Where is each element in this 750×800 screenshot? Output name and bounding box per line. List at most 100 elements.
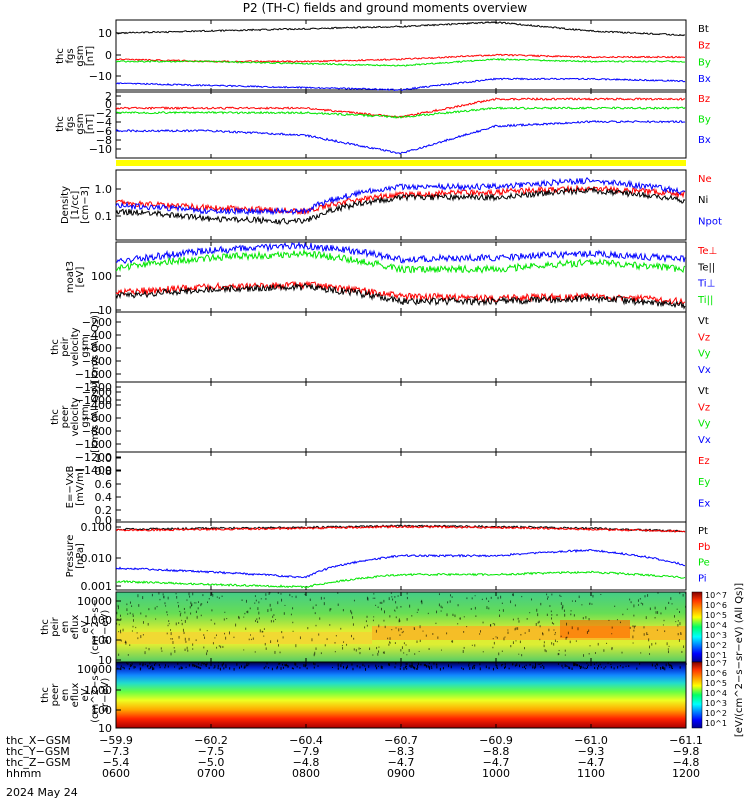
- y-tick-label: 100: [91, 634, 112, 647]
- spectrogram-speck: [399, 634, 401, 636]
- spectrogram-speck: [546, 593, 548, 596]
- spectrogram-speck: [377, 606, 379, 608]
- legend-density-0: Ne: [698, 174, 712, 185]
- spectrogram-speck: [282, 636, 284, 639]
- spectrogram-speck: [220, 645, 222, 649]
- legend-vele-2: Vy: [698, 419, 711, 430]
- spectrogram-speck: [520, 633, 522, 636]
- spectrogram-ion-early: [116, 632, 372, 644]
- spectrogram-speck: [244, 612, 246, 615]
- spectrogram-speck: [166, 614, 168, 616]
- spectrogram-speck: [474, 644, 476, 647]
- spectrogram-speck: [278, 644, 280, 647]
- spectrogram-speck: [518, 653, 520, 655]
- spectrogram-speck: [197, 607, 199, 610]
- spectrogram-speck: [356, 664, 358, 668]
- spectrogram-speck: [368, 665, 370, 668]
- panel-frame: [115, 311, 687, 383]
- spectrogram-speck: [438, 593, 440, 596]
- spectrogram-speck: [651, 643, 653, 646]
- spectrogram-speck: [246, 662, 248, 664]
- spectrogram-speck: [662, 665, 664, 668]
- spectrogram-speck: [566, 636, 568, 639]
- spectrogram-speck: [261, 630, 263, 633]
- spectrogram-speck: [372, 619, 374, 622]
- spectrogram-speck: [334, 642, 336, 644]
- y-tick-label: 10: [98, 654, 112, 667]
- trace-dens-Ni: [115, 186, 686, 226]
- legend-vele-0: Vt: [698, 386, 709, 397]
- spectrogram-speck: [416, 667, 418, 670]
- spectrogram-speck: [632, 642, 634, 644]
- spectrogram-speck: [428, 666, 430, 669]
- spectrogram-speck: [264, 642, 266, 646]
- footer-value: 1200: [672, 767, 700, 780]
- spectrogram-speck: [584, 667, 586, 670]
- spectrogram-speck: [406, 592, 408, 595]
- spectrogram-speck: [463, 646, 465, 649]
- spectrogram-speck: [571, 626, 573, 630]
- spectrogram-speck: [628, 665, 630, 667]
- spectrogram-speck: [660, 612, 662, 615]
- spectrogram-speck: [196, 665, 198, 668]
- spectrogram-speck: [383, 610, 385, 614]
- spectrogram-speck: [494, 623, 496, 626]
- y-tick-label: 100: [91, 270, 112, 283]
- spectrogram-speck: [270, 620, 272, 623]
- spectrogram-speck: [117, 618, 119, 621]
- spectrogram-speck: [600, 666, 602, 668]
- spectrogram-speck: [207, 601, 209, 604]
- spectrogram-speck: [273, 614, 275, 616]
- y-tick-label: −400: [82, 329, 112, 342]
- spectrogram-speck: [248, 662, 250, 665]
- spectrogram-speck: [156, 605, 158, 608]
- panel-frame: [115, 451, 687, 523]
- spectrogram-speck: [375, 664, 377, 668]
- spectrogram-speck: [475, 615, 477, 617]
- spectrogram-speck: [413, 666, 415, 669]
- spectrogram-speck: [249, 607, 251, 610]
- spectrogram-speck: [295, 644, 297, 648]
- spectrogram-speck: [473, 664, 475, 668]
- spectrogram-speck: [647, 633, 649, 635]
- spectrogram-speck: [166, 611, 168, 614]
- y-tick-label: 10: [98, 27, 112, 40]
- spectrogram-speck: [116, 611, 118, 615]
- y-axis-label: peer: [60, 405, 71, 429]
- spectrogram-speck: [606, 642, 608, 644]
- spectrogram-speck: [625, 665, 627, 667]
- spectrogram-speck: [265, 598, 267, 600]
- y-tick-label: 10000: [77, 595, 112, 608]
- spectrogram-speck: [662, 624, 664, 626]
- footer-value: −8.3: [388, 745, 415, 758]
- spectrogram-speck: [575, 640, 577, 642]
- spectrogram-speck: [159, 666, 161, 669]
- spectrogram-speck: [326, 638, 328, 641]
- spectrogram-speck: [503, 637, 505, 641]
- spectrogram-speck: [134, 666, 136, 668]
- spectrogram-speck: [512, 618, 514, 621]
- spectrogram-speck: [639, 598, 641, 600]
- spectrogram-speck: [554, 633, 556, 636]
- spectrogram-speck: [142, 664, 144, 667]
- spectrogram-speck: [375, 629, 377, 633]
- spectrogram-speck: [562, 604, 564, 608]
- panel-frame: [115, 169, 687, 241]
- spectrogram-speck: [258, 611, 260, 615]
- y-tick-label: 0.6: [95, 478, 113, 491]
- footer-value: −61.0: [574, 734, 608, 747]
- spectrogram-speck: [451, 596, 453, 598]
- spectrogram-speck: [381, 601, 383, 604]
- y-axis-label: gsm: [80, 406, 91, 427]
- spectrogram-speck: [510, 600, 512, 604]
- spectrogram-speck: [126, 608, 128, 612]
- spectrogram-speck: [260, 598, 262, 600]
- y-tick-label: 0.0: [95, 514, 113, 527]
- spectrogram-speck: [401, 646, 403, 650]
- spectrogram-speck: [195, 639, 197, 642]
- spectrogram-speck: [238, 666, 240, 669]
- spectrogram-speck: [492, 667, 494, 671]
- spectrogram-speck: [640, 602, 642, 604]
- spectrogram-speck: [353, 648, 355, 651]
- spectrogram-speck: [389, 642, 391, 644]
